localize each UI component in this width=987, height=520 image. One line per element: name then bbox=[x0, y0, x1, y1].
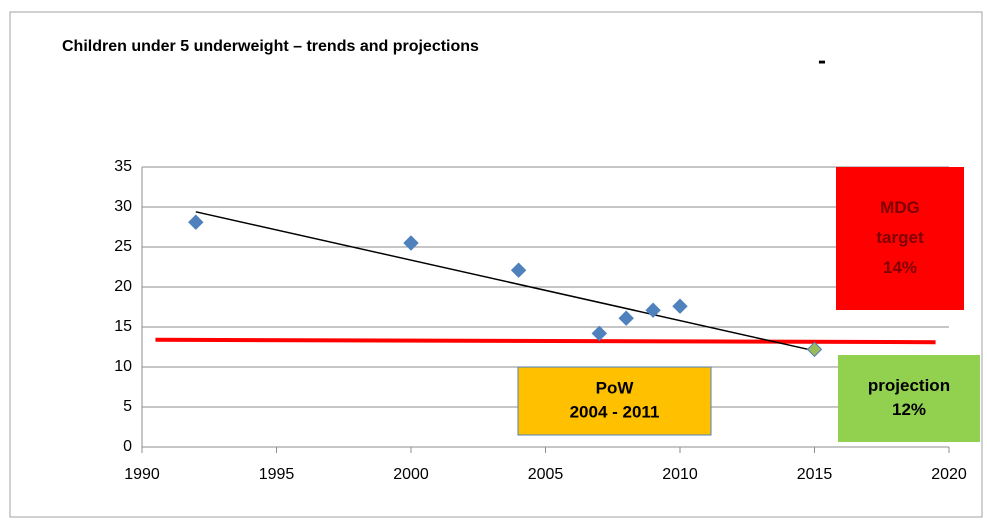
y-tick-label: 15 bbox=[114, 318, 132, 335]
y-tick-label: 10 bbox=[114, 358, 132, 375]
annotation-text: projection bbox=[868, 376, 950, 395]
annotation-box bbox=[836, 167, 964, 310]
annotation-box bbox=[838, 355, 980, 442]
chart-title: Children under 5 underweight – trends an… bbox=[62, 38, 479, 55]
point bbox=[510, 262, 527, 278]
y-tick-label: 25 bbox=[114, 238, 132, 255]
annotation-text: target bbox=[876, 228, 924, 247]
trend-line bbox=[195, 211, 812, 351]
x-tick-label: 2020 bbox=[931, 466, 967, 483]
target-line bbox=[155, 337, 936, 345]
point bbox=[188, 214, 204, 230]
y-tick-label: 0 bbox=[123, 438, 132, 455]
point bbox=[645, 302, 661, 318]
point bbox=[672, 298, 688, 314]
annotation-box bbox=[517, 366, 712, 436]
x-tick-label: 2010 bbox=[662, 466, 698, 483]
y-tick-label: 35 bbox=[114, 158, 132, 175]
y-tick-label: 5 bbox=[123, 398, 132, 415]
x-tick-label: 2005 bbox=[528, 466, 564, 483]
annotation-text: MDG bbox=[880, 198, 920, 217]
title-mark: - bbox=[818, 47, 826, 74]
annotation-text: 12% bbox=[892, 400, 926, 419]
point bbox=[591, 325, 608, 342]
annotation-text: PoW bbox=[596, 378, 635, 397]
y-tick-label: 20 bbox=[114, 278, 132, 295]
point bbox=[806, 341, 823, 358]
annotation-text: 2004 - 2011 bbox=[570, 402, 660, 421]
y-tick-label: 30 bbox=[114, 198, 132, 215]
point bbox=[403, 235, 419, 251]
annotation-text: 14% bbox=[883, 258, 917, 277]
x-tick-label: 1995 bbox=[259, 466, 295, 483]
x-tick-label: 2000 bbox=[393, 466, 429, 483]
chart-frame bbox=[9, 11, 983, 518]
x-tick-label: 1990 bbox=[124, 466, 160, 483]
x-tick-label: 2015 bbox=[797, 466, 833, 483]
point bbox=[618, 310, 634, 326]
